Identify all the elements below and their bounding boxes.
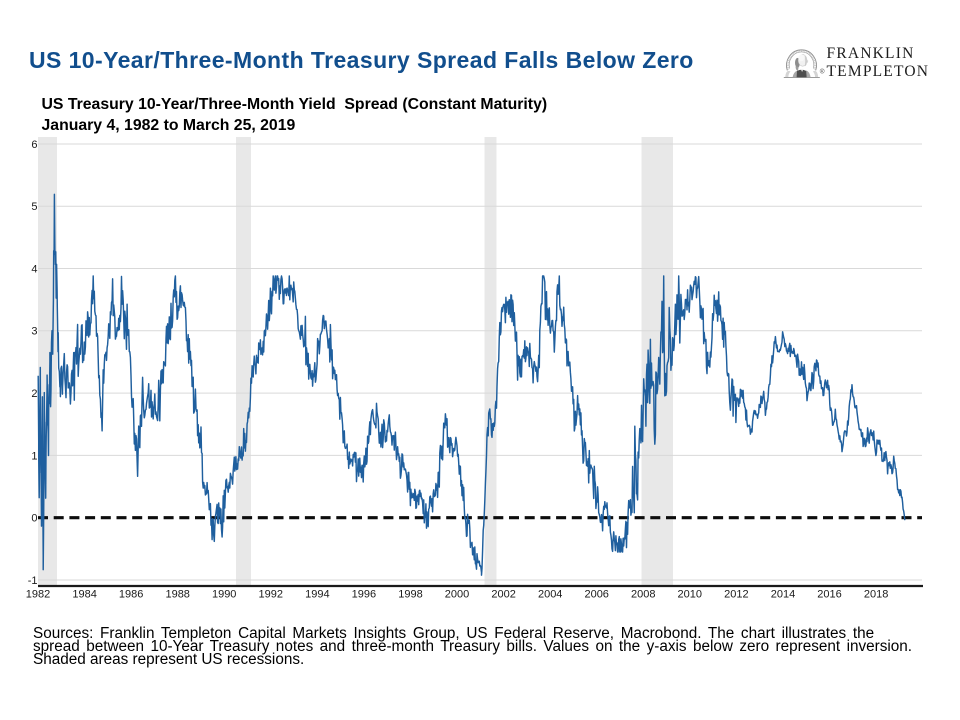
svg-text:1996: 1996 [352,589,376,601]
svg-text:2014: 2014 [771,589,795,601]
svg-text:1988: 1988 [165,589,189,601]
svg-text:2006: 2006 [584,589,608,601]
svg-text:5: 5 [31,201,37,213]
svg-text:2016: 2016 [817,589,841,601]
svg-text:FRANKLIN: FRANKLIN [827,45,915,62]
svg-text:1: 1 [31,450,37,462]
svg-text:1984: 1984 [72,589,96,601]
svg-text:2002: 2002 [491,589,515,601]
svg-text:2012: 2012 [724,589,748,601]
svg-text:1992: 1992 [259,589,283,601]
svg-text:1982: 1982 [26,589,50,601]
svg-text:2004: 2004 [538,589,562,601]
svg-text:®: ® [820,68,825,76]
svg-text:2008: 2008 [631,589,655,601]
svg-text:-1: -1 [28,575,38,587]
svg-text:2018: 2018 [864,589,888,601]
svg-text:3: 3 [31,326,37,338]
svg-text:1998: 1998 [398,589,422,601]
svg-text:1986: 1986 [119,589,143,601]
svg-text:TEMPLETON: TEMPLETON [827,63,930,80]
svg-text:4: 4 [31,263,37,275]
svg-text:1990: 1990 [212,589,236,601]
svg-text:2000: 2000 [445,589,469,601]
svg-text:0: 0 [31,513,37,525]
svg-text:2: 2 [31,388,37,400]
svg-text:1994: 1994 [305,589,329,601]
svg-text:6: 6 [31,139,37,151]
svg-text:2010: 2010 [678,589,702,601]
